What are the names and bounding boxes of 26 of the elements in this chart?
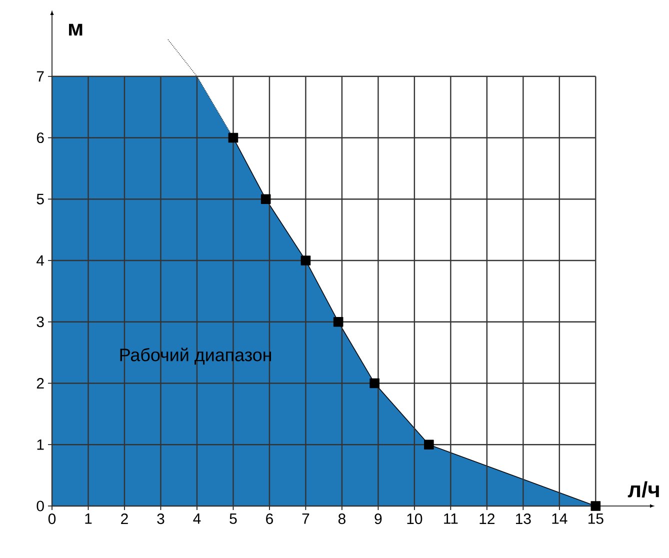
y-tick-label: 6	[36, 132, 44, 144]
y-axis-title: м	[69, 24, 82, 36]
y-tick-label: 1	[37, 439, 44, 450]
y-tick-label: 7	[36, 71, 44, 82]
x-tick-label: 15	[588, 514, 604, 524]
x-tick-label: 11	[444, 514, 458, 524]
y-tick-label: 3	[36, 316, 44, 328]
x-tick-label: 9	[374, 514, 382, 524]
x-tick-label: 6	[266, 514, 273, 524]
y-tick-label: 2	[36, 378, 44, 388]
x-tick-label: 1	[85, 514, 92, 524]
x-tick-label: 4	[193, 514, 201, 524]
x-tick-label: 12	[480, 514, 494, 524]
x-tick-label: 5	[230, 514, 237, 524]
x-tick-label: 2	[121, 514, 128, 524]
x-axis-title: л/ч	[628, 481, 659, 498]
x-tick-label: 3	[157, 514, 164, 524]
x-tick-label: 0	[48, 514, 56, 524]
x-tick-label: 7	[302, 514, 310, 524]
x-tick-label: 8	[338, 514, 346, 524]
y-tick-label: 4	[36, 255, 44, 266]
y-tick-label: 5	[36, 194, 44, 204]
x-tick-label: 14	[552, 514, 568, 524]
x-tick-label: 13	[516, 514, 531, 524]
x-tick-label: 10	[407, 514, 422, 524]
y-tick-label: 0	[36, 500, 44, 512]
